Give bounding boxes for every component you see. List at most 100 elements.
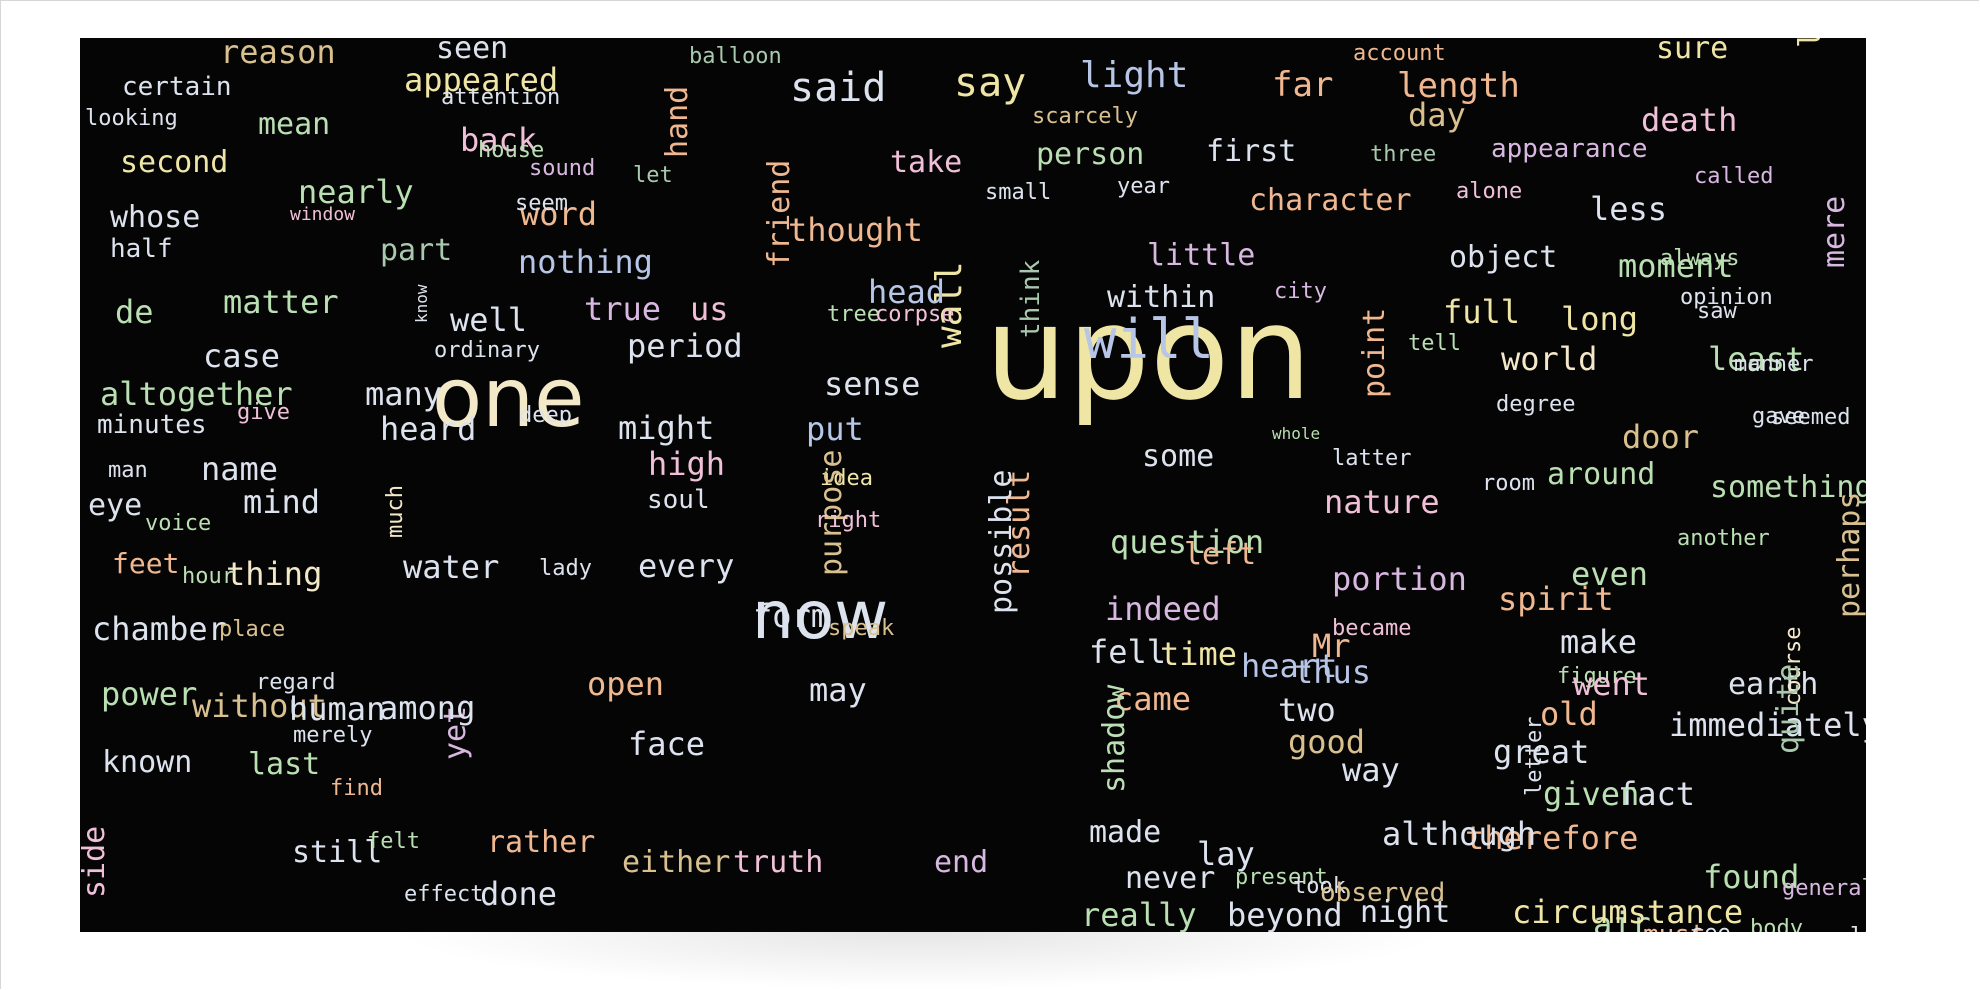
cloud-word: minutes [97, 410, 207, 440]
cloud-word: corpse [875, 302, 955, 327]
cloud-word: body [1750, 916, 1803, 933]
cloud-word: seem [515, 191, 568, 216]
cloud-word: three [1370, 142, 1437, 167]
cloud-word: second [120, 145, 229, 180]
cloud-word: one [432, 351, 585, 446]
cloud-word: every [638, 547, 735, 585]
cloud-word: mean [258, 107, 331, 142]
cloud-word: made [1089, 815, 1162, 850]
cloud-word: air [1593, 905, 1651, 932]
cloud-word: idea [820, 466, 873, 491]
cloud-word: will [1084, 308, 1215, 371]
cloud-word: really [1081, 896, 1197, 932]
cloud-word: balloon [689, 44, 782, 69]
cloud-word: nature [1324, 483, 1440, 521]
cloud-word: still [292, 835, 383, 870]
cloud-word: nothing [518, 243, 653, 281]
cloud-word: life [1793, 38, 1828, 48]
cloud-word: far [1272, 65, 1334, 105]
cloud-word: done [480, 875, 558, 913]
cloud-word: thought [788, 211, 923, 249]
cloud-word: de [115, 293, 154, 331]
cloud-word: little [1147, 238, 1256, 273]
word-cloud-image: upon one now will said say light far length sure l… [80, 38, 1866, 932]
cloud-word: manner [1734, 352, 1814, 377]
cloud-word: certain [122, 72, 232, 102]
cloud-word: another [1677, 526, 1770, 551]
cloud-word: well [450, 301, 528, 339]
cloud-word: know [412, 284, 431, 323]
cloud-word: form [753, 597, 831, 635]
cloud-word: us [690, 290, 729, 328]
cloud-word: opinion [1680, 285, 1773, 310]
cloud-word: right [815, 508, 882, 533]
cloud-word: feet [112, 547, 180, 580]
cloud-word: present [1235, 865, 1328, 890]
cloud-word: hour [182, 564, 235, 589]
cloud-word: whole [1272, 424, 1321, 443]
cloud-word: sure [1656, 38, 1729, 66]
cloud-word: found [1703, 858, 1800, 896]
cloud-word: large [1850, 926, 1866, 933]
cloud-word: merely [293, 723, 373, 748]
cloud-word: window [290, 204, 356, 225]
cloud-word: perhaps [1832, 491, 1866, 618]
cloud-word: now [752, 577, 889, 654]
cloud-word: even [1571, 555, 1649, 593]
cloud-word: might [618, 409, 715, 447]
cloud-word: appearance [1491, 134, 1648, 164]
cloud-word: became [1332, 616, 1412, 641]
cloud-word: make [1560, 623, 1638, 661]
cloud-word: period [627, 327, 743, 365]
cloud-word: death [1641, 101, 1738, 139]
cloud-word: city [1274, 279, 1327, 304]
cloud-word: day [1408, 96, 1466, 134]
cloud-word: earth [1728, 667, 1819, 702]
cloud-word: man [108, 458, 148, 483]
cloud-word: although [1382, 815, 1537, 853]
cloud-word: matter [223, 283, 339, 321]
cloud-word: way [1342, 751, 1400, 789]
cloud-word: something [1710, 470, 1866, 505]
cloud-word: never [1125, 861, 1216, 896]
cloud-word: always [1660, 246, 1740, 271]
cloud-word: hand [660, 85, 695, 158]
cloud-word: full [1443, 293, 1521, 331]
cloud-word: called [1694, 164, 1774, 189]
cloud-word: saw [1697, 299, 1737, 324]
cloud-word: latter [1332, 446, 1412, 471]
cloud-word: much [383, 485, 408, 538]
cloud-word: came [1114, 680, 1192, 718]
cloud-word: human [289, 690, 386, 728]
cloud-word: around [1547, 457, 1656, 492]
cloud-word: beyond [1227, 896, 1343, 932]
cloud-word: chamber [92, 610, 227, 648]
cloud-word: small [985, 180, 1052, 205]
cloud-word: face [628, 725, 706, 763]
cloud-word: tell [1408, 331, 1461, 356]
cloud-word: two [1278, 691, 1336, 729]
cloud-word: least [1708, 340, 1805, 378]
cloud-word: regard [256, 670, 336, 695]
cloud-word: old [1540, 695, 1598, 733]
cloud-word: truth [733, 845, 824, 880]
cloud-word: name [201, 450, 279, 488]
cloud-word: altogether [100, 375, 293, 413]
cloud-word: without [192, 687, 327, 725]
cloud-word: year [1117, 174, 1170, 199]
cloud-word: degree [1496, 392, 1576, 417]
cloud-word: attention [441, 85, 561, 110]
cloud-word: left [1184, 537, 1257, 572]
cloud-word: let [633, 163, 673, 188]
cloud-word: either [622, 845, 731, 880]
cloud-word: fact [1618, 775, 1696, 813]
cloud-word: half [110, 234, 173, 264]
cloud-word: true [584, 290, 662, 328]
cloud-word: given [1543, 775, 1640, 813]
cloud-word: heard [380, 410, 477, 448]
cloud-word: must [1643, 922, 1706, 932]
cloud-word: lady [539, 556, 592, 581]
cloud-word: soul [647, 485, 710, 515]
cloud-word: ordinary [434, 338, 540, 363]
